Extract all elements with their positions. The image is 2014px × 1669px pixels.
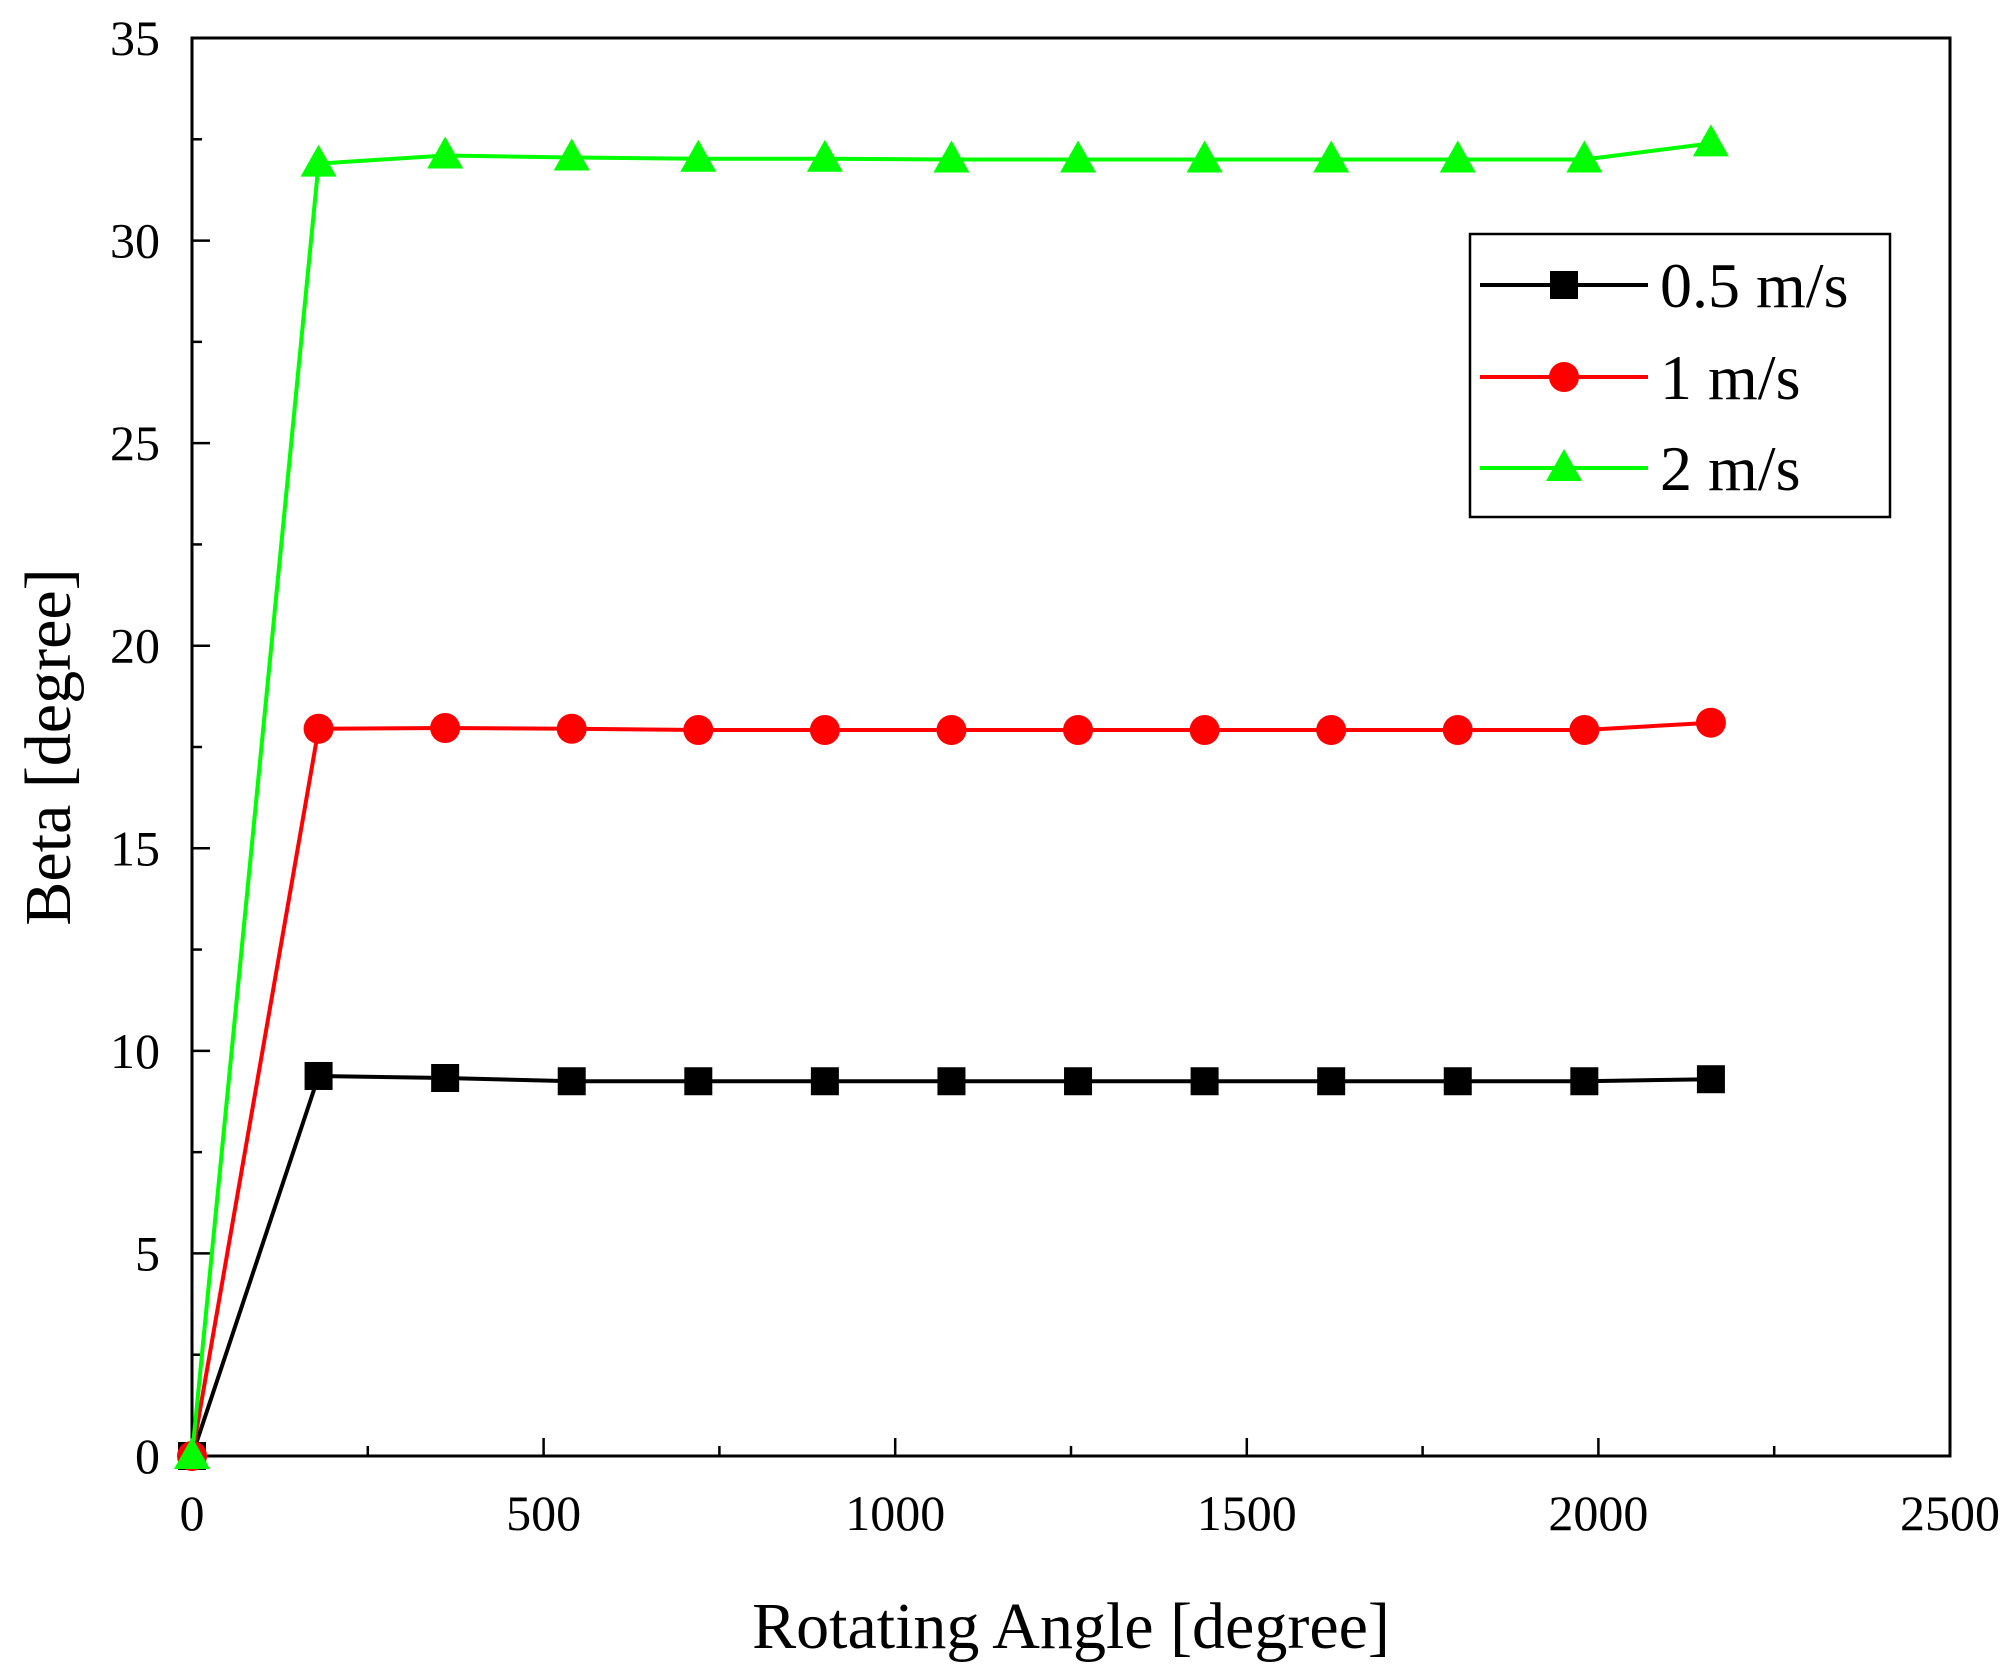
data-point [1439,140,1476,173]
x-tick-label: 1000 [845,1485,945,1541]
series-markers-2 [174,124,1729,1469]
legend: 0.5 m/s 1 m/s 2 m/s [1468,232,1892,519]
data-point [1695,707,1726,738]
data-point [1060,140,1097,173]
data-point [936,714,967,745]
y-tick-label: 5 [135,1225,160,1281]
data-point [1186,140,1223,173]
data-point [1442,714,1473,745]
data-point [937,1067,966,1096]
y-tick-label: 25 [110,415,160,471]
data-point [933,140,970,173]
data-point [1570,1067,1599,1096]
legend-label-1ms: 1 m/s [1660,342,1800,413]
series-layer [174,124,1729,1471]
data-point [1317,1067,1346,1096]
legend-label-2ms: 2 m/s [1660,433,1800,504]
series-markers-0 [178,1061,1725,1470]
data-point [810,1067,839,1096]
x-tick-label: 2000 [1548,1485,1648,1541]
data-point [680,139,717,172]
data-point [1692,124,1729,157]
data-point [1063,714,1094,745]
x-tick-label: 0 [180,1485,205,1541]
legend-marker-2ms [1546,449,1582,481]
data-point [304,1061,333,1090]
data-point [1566,140,1603,173]
legend-marker-1ms [1549,362,1579,392]
legend-marker-0.5ms [1550,271,1578,299]
minor-ticks [192,138,1776,1456]
y-tick-label: 0 [135,1428,160,1484]
legend-label-0.5ms: 0.5 m/s [1660,250,1848,321]
data-point [1569,714,1600,745]
x-tick-label: 500 [506,1485,581,1541]
series-line-0 [190,1073,1711,1457]
x-axis-title: Rotating Angle [degree] [752,1590,1390,1663]
data-point [809,714,840,745]
data-point [684,1067,713,1096]
data-point [431,1064,460,1093]
data-point [683,714,714,745]
data-point [1443,1067,1472,1096]
data-point [1696,1065,1725,1094]
x-tick-label: 2500 [1900,1485,2000,1541]
data-point [300,144,337,177]
y-tick-label: 20 [110,618,160,674]
data-point [1189,714,1220,745]
data-point [430,712,461,743]
data-point [303,713,334,744]
x-tick-label: 1500 [1197,1485,1297,1541]
y-tick-label: 10 [110,1023,160,1079]
y-axis-title: Beta [degree] [12,568,85,925]
data-point [557,1067,586,1096]
data-point [1313,140,1350,173]
y-tick-label: 15 [110,820,160,876]
data-point [1064,1067,1093,1096]
data-point [1316,714,1347,745]
data-point [806,139,843,172]
x-axis-ticks: 0 500 1000 1500 2000 2500 [180,1438,2000,1541]
data-point [174,1437,210,1469]
data-point [1190,1067,1219,1096]
data-point [556,713,587,744]
data-point [553,138,590,171]
y-tick-label: 35 [110,10,160,66]
y-tick-label: 30 [110,213,160,269]
data-point [427,136,464,169]
y-axis-ticks: 0 5 10 15 20 25 30 35 [110,10,210,1484]
